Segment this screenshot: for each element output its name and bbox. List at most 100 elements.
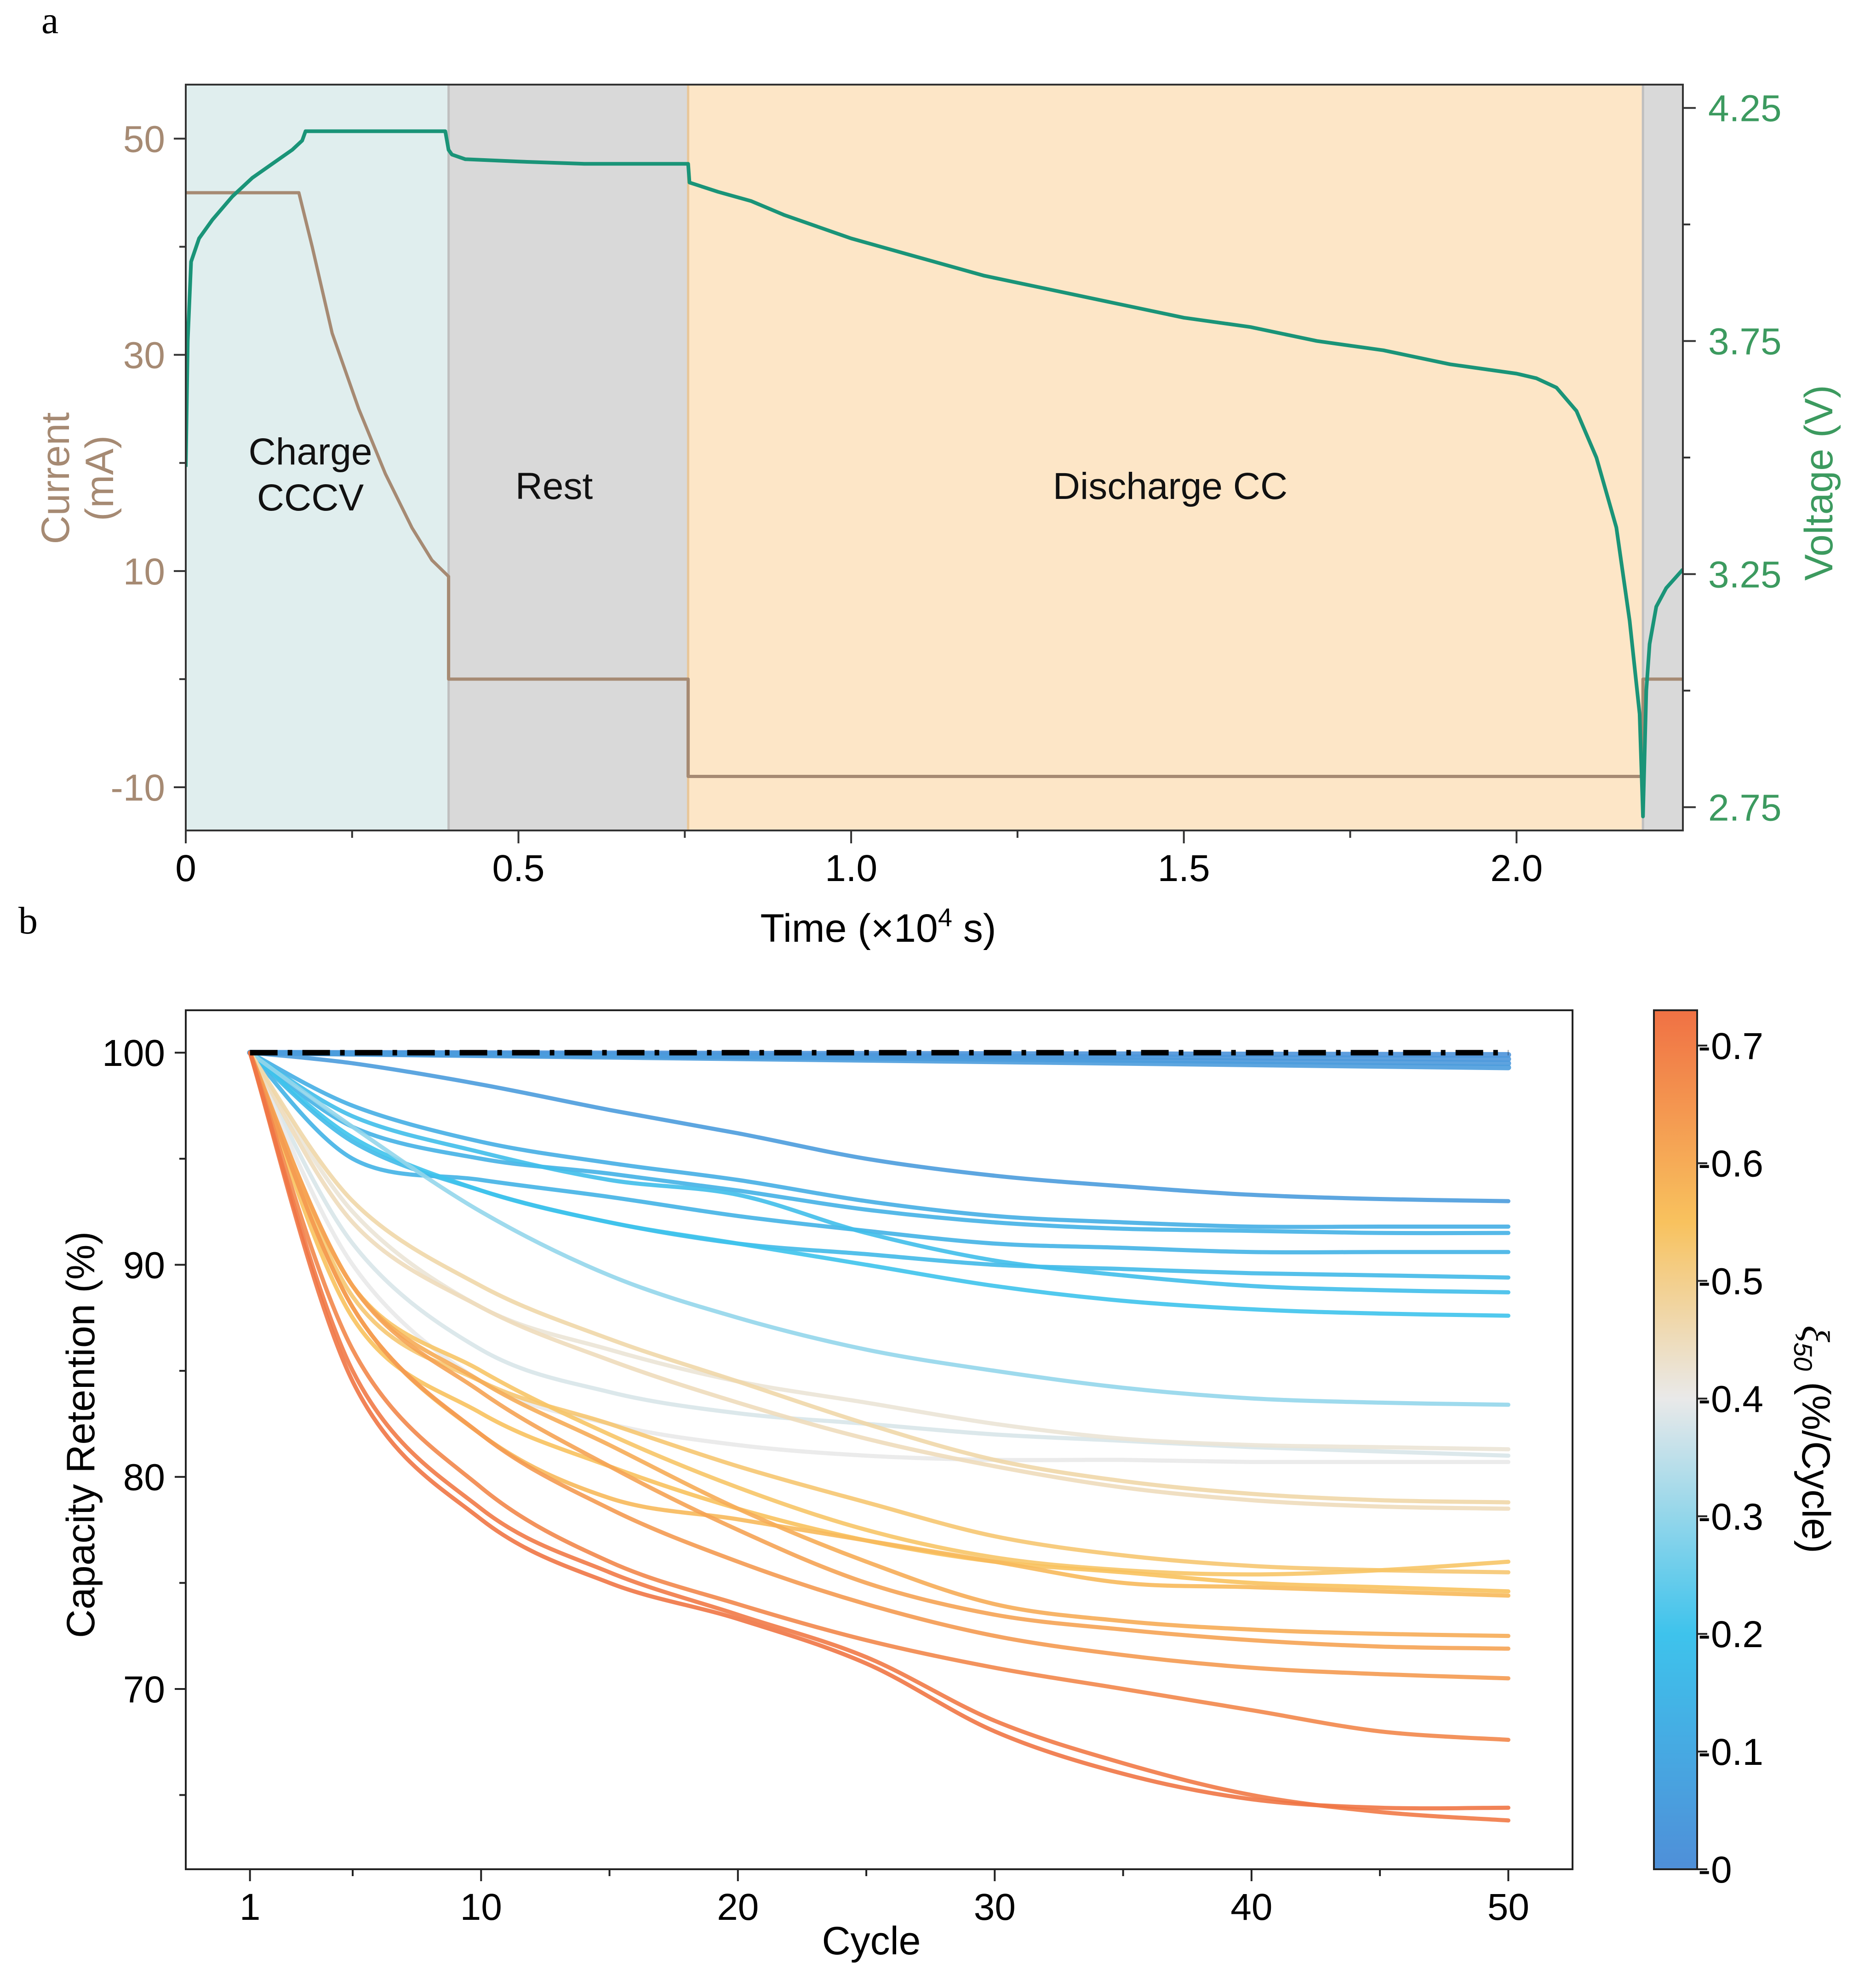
x-label-tail: s) <box>952 906 996 950</box>
region-label-line: CCCV <box>257 477 364 519</box>
colorbar-tick-dash: - <box>1698 1849 1710 1891</box>
retention-curve-cell-11 <box>248 1050 1510 1318</box>
phase-regions <box>186 85 1683 830</box>
retention-curve-cell-19 <box>248 1050 1510 1577</box>
colorbar-tick-label: 0.2 <box>1711 1614 1763 1655</box>
colorbar-tick-dash: - <box>1698 1025 1710 1067</box>
colorbar-label-unit: (%/Cycle) <box>1794 1371 1838 1553</box>
y-tick-label: 80 <box>123 1457 165 1499</box>
colorbar-label: ξ50 (%/Cycle) <box>1789 1325 1838 1553</box>
region-label-discharge: Discharge CC <box>1053 465 1287 507</box>
x-label-main: Time (×10 <box>760 906 938 950</box>
x-tick-label: 30 <box>974 1886 1016 1928</box>
retention-curve-cell-06 <box>248 1050 1510 1229</box>
colorbar-label-symbol: ξ <box>1794 1325 1838 1342</box>
region-label-charge: Charge CCCV <box>249 431 372 519</box>
retention-curve-cell-27 <box>248 1050 1510 1811</box>
current-axis-label-line1: Current <box>34 412 78 544</box>
colorbar-tick-dash: - <box>1698 1261 1710 1303</box>
x-tick-label: 1.5 <box>1158 847 1210 889</box>
voltage-line <box>186 129 1683 819</box>
region-charge <box>186 85 449 830</box>
y-tick-label: 90 <box>123 1244 165 1286</box>
retention-curve-cell-07 <box>248 1050 1510 1236</box>
current-tick-label: -10 <box>110 767 165 809</box>
y-tick-label: 70 <box>123 1669 165 1711</box>
region-label-line: Rest <box>515 465 593 507</box>
colorbar-tick-label: 0.5 <box>1711 1261 1763 1303</box>
voltage-tick-label: 4.25 <box>1708 88 1782 130</box>
y-tick-label: 100 <box>102 1032 165 1074</box>
retention-curve-cell-15 <box>248 1050 1510 1452</box>
colorbar-tick-dash: - <box>1698 1143 1710 1185</box>
phase-labels: Charge CCCV Rest Discharge CC <box>249 431 1288 519</box>
panel-b-y-axis: 70 80 90 100 <box>102 1032 186 1796</box>
x-tick-label: 40 <box>1230 1886 1272 1928</box>
retention-curve-cell-12 <box>248 1050 1510 1407</box>
panel-b-series <box>247 1050 1511 1823</box>
panel-b-x-axis-label: Cycle <box>822 1919 921 1963</box>
retention-curve-cell-20 <box>248 1050 1510 1594</box>
retention-curve-cell-17 <box>248 1050 1510 1505</box>
retention-curve-cell-14 <box>248 1050 1510 1465</box>
current-tick-label: 10 <box>123 551 165 593</box>
retention-curve-cell-25 <box>248 1050 1510 1742</box>
colorbar-label-subscript: 50 <box>1789 1342 1818 1371</box>
retention-curve-cell-18 <box>248 1050 1510 1574</box>
colorbar-tick-label: 0.3 <box>1711 1496 1763 1538</box>
panel-a-x-axis-label: Time (×104 s) <box>760 903 996 950</box>
current-line <box>186 191 1683 778</box>
x-tick-label: 1.0 <box>825 847 877 889</box>
retention-curve-cell-16 <box>248 1050 1510 1511</box>
x-tick-label: 50 <box>1487 1886 1529 1928</box>
current-axis-label-line2: (mA) <box>78 435 122 521</box>
colorbar-tick-label: 0.1 <box>1711 1731 1763 1773</box>
region-final-rest <box>1643 85 1683 830</box>
colorbar-tick-label: 0.6 <box>1711 1143 1763 1185</box>
panel-a-x-axis: 0 0.5 1.0 1.5 2.0 <box>175 830 1543 889</box>
retention-curve-cell-05 <box>248 1050 1510 1203</box>
x-tick-label: 0 <box>175 847 196 889</box>
retention-curve-cell-13 <box>248 1050 1510 1458</box>
panel-b-frame <box>185 1009 1573 1870</box>
colorbar-tick-label: 0.7 <box>1711 1025 1763 1067</box>
retention-curve-cell-10 <box>248 1050 1510 1294</box>
retention-curve-cell-26 <box>248 1050 1510 1823</box>
voltage-axis: 2.75 3.25 3.75 4.25 <box>1683 88 1782 829</box>
panel-b-x-axis: 1 10 20 30 40 50 <box>240 1869 1529 1928</box>
retention-curve-cell-24 <box>248 1050 1510 1681</box>
region-label-line: Discharge CC <box>1053 465 1287 507</box>
panel-b-label: b <box>18 899 38 942</box>
voltage-axis-label: Voltage (V) <box>1797 385 1841 580</box>
current-axis: -10 10 30 50 <box>110 119 186 809</box>
colorbar-tick-dash: - <box>1698 1378 1710 1420</box>
voltage-tick-label: 3.75 <box>1708 321 1782 363</box>
x-label-exponent: 4 <box>938 903 952 932</box>
region-discharge <box>688 85 1643 830</box>
retention-curve-cell-23 <box>248 1050 1510 1651</box>
colorbar-tick-label: 0.4 <box>1711 1378 1763 1420</box>
panel-b-y-axis-label: Capacity Retention (%) <box>59 1231 103 1638</box>
panel-a-label: a <box>41 0 58 42</box>
colorbar-ticks: -0- 0.1- 0.2- 0.3- 0.4- 0.5- 0.6- 0.7 <box>1697 1025 1763 1891</box>
current-tick-label: 50 <box>123 119 165 160</box>
region-rest <box>448 85 688 830</box>
voltage-tick-label: 3.25 <box>1708 554 1782 595</box>
current-axis-label: Current(mA) <box>34 412 122 544</box>
x-tick-label: 10 <box>460 1886 502 1928</box>
region-label-rest: Rest <box>515 465 593 507</box>
x-tick-label: 20 <box>717 1886 759 1928</box>
x-tick-label: 0.5 <box>492 847 545 889</box>
region-label-line: Charge <box>249 431 372 473</box>
colorbar <box>1653 1009 1698 1870</box>
colorbar-tick-dash: - <box>1698 1496 1710 1538</box>
x-tick-label: 1 <box>240 1886 261 1928</box>
colorbar-tick-dash: - <box>1698 1731 1710 1773</box>
retention-curve-cell-22 <box>248 1050 1510 1638</box>
voltage-tick-label: 2.75 <box>1708 787 1782 829</box>
current-tick-label: 30 <box>123 335 165 377</box>
panel-a-series <box>186 129 1683 819</box>
colorbar-tick-dash: - <box>1698 1614 1710 1655</box>
x-tick-label: 2.0 <box>1490 847 1543 889</box>
